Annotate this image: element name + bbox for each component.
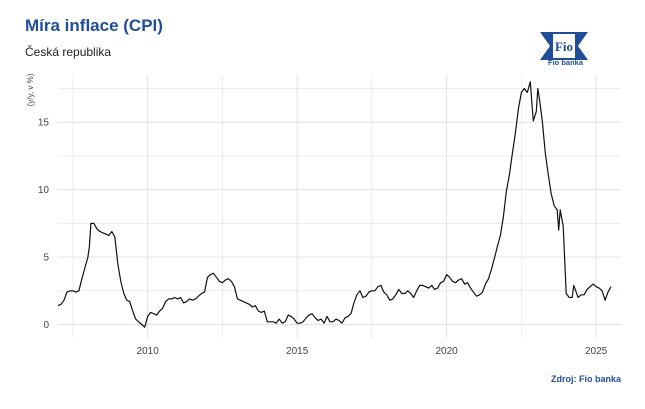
y-tick-label: 5 — [43, 253, 49, 264]
y-axis-label: (y/y, v %) — [26, 73, 35, 106]
logo-mark-text: Fio — [555, 39, 573, 54]
x-tick-label: 2020 — [435, 346, 458, 357]
x-tick-label: 2025 — [585, 346, 608, 357]
logo-caption: Fio banka — [548, 58, 584, 67]
x-tick-label: 2010 — [137, 346, 160, 357]
series-line — [57, 81, 612, 328]
x-tick-label: 2015 — [286, 346, 309, 357]
chart-title: Míra inflace (CPI) — [25, 16, 163, 35]
y-tick-labels: 0 5 10 15 — [38, 118, 50, 331]
y-tick-label: 15 — [38, 118, 50, 129]
y-tick-label: 0 — [43, 320, 49, 331]
source-note: Zdroj: Fio banka — [550, 374, 621, 384]
fio-logo-icon: Fio — [540, 32, 588, 60]
y-tick-label: 10 — [38, 185, 50, 196]
grid-lines — [58, 75, 620, 338]
x-tick-labels: 2010 2015 2020 2025 — [137, 346, 608, 357]
chart-subtitle: Česká republika — [25, 45, 112, 59]
